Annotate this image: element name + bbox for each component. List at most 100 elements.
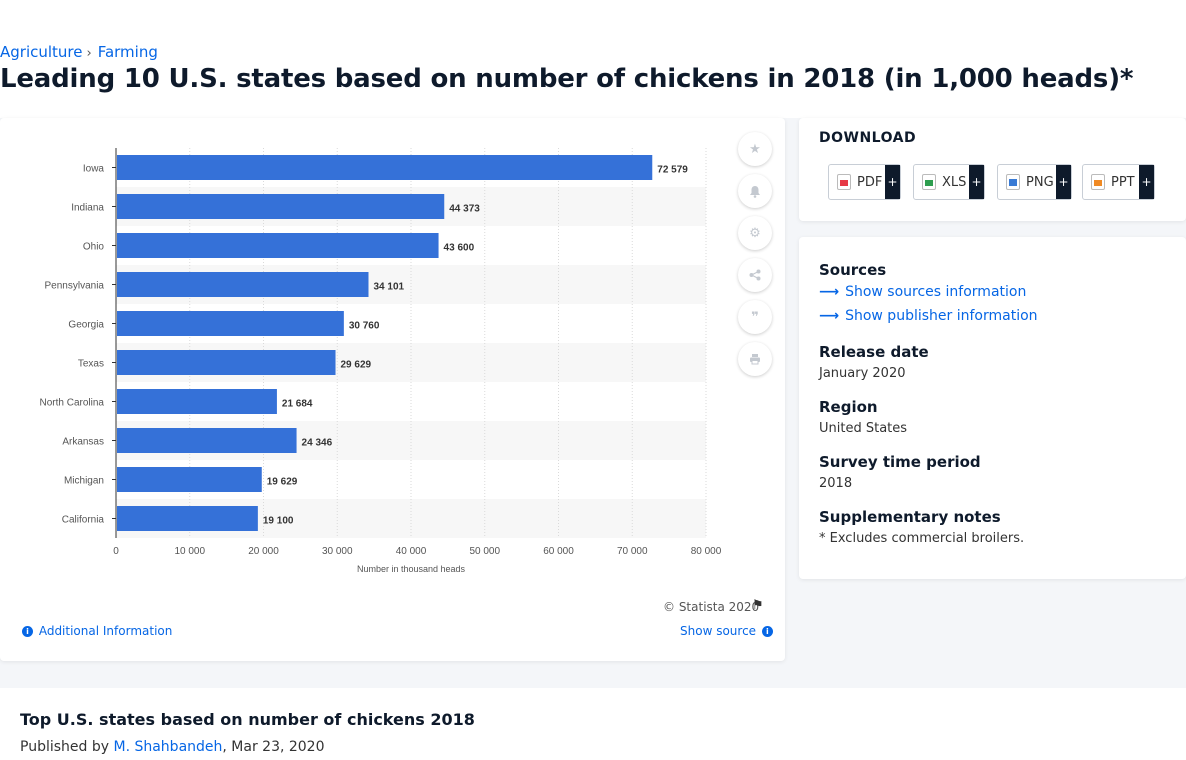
bar[interactable] — [117, 350, 336, 375]
x-tick-label: 60 000 — [543, 546, 574, 557]
region-heading: Region — [819, 398, 878, 416]
download-ppt-label: PPT — [1111, 174, 1135, 190]
x-tick-label: 80 000 — [691, 546, 722, 557]
category-label: Iowa — [83, 164, 105, 175]
download-xls-label: XLS — [942, 174, 967, 190]
info-icon: i — [22, 626, 33, 637]
bar[interactable] — [117, 311, 344, 336]
show-publisher-link[interactable]: ⟶ Show publisher information — [819, 308, 1038, 324]
bar[interactable] — [117, 272, 369, 297]
download-ppt-button[interactable]: PPT + — [1082, 164, 1155, 200]
show-source-link[interactable]: Show source i — [680, 624, 775, 638]
download-png-label: PNG — [1026, 174, 1054, 190]
download-pdf-label: PDF — [857, 174, 883, 190]
download-title: DOWNLOAD — [819, 130, 917, 146]
star-icon[interactable]: ★ — [738, 132, 772, 166]
data-label: 34 101 — [373, 282, 404, 293]
ppt-file-icon — [1091, 174, 1105, 190]
statistic-details: Sources ⟶ Show sources information ⟶ Show … — [799, 237, 1186, 579]
category-label: Indiana — [71, 203, 104, 214]
copyright: © Statista 2020 — [663, 600, 760, 614]
summary-title: Top U.S. states based on number of chick… — [20, 710, 475, 729]
category-label: Texas — [78, 359, 104, 370]
survey-period-value: 2018 — [819, 476, 853, 491]
sources-heading: Sources — [819, 261, 887, 279]
category-label: North Carolina — [40, 398, 105, 409]
pdf-plus-icon: + — [885, 165, 900, 199]
ppt-plus-icon: + — [1139, 165, 1154, 199]
author-link[interactable]: M. Shahbandeh — [113, 739, 223, 755]
download-panel: DOWNLOAD PDF + XLS + PNG + PPT + — [799, 118, 1186, 221]
additional-information-link[interactable]: i Additional Information — [20, 624, 172, 638]
survey-period-heading: Survey time period — [819, 453, 981, 471]
data-label: 19 629 — [267, 477, 298, 488]
statistic-summary: Top U.S. states based on number of chick… — [0, 688, 1186, 760]
page-title: Leading 10 U.S. states based on number o… — [0, 64, 1134, 94]
x-tick-label: 70 000 — [617, 546, 648, 557]
x-tick-label: 0 — [113, 546, 119, 557]
region-value: United States — [819, 421, 908, 436]
bar[interactable] — [117, 194, 445, 219]
bell-icon[interactable] — [738, 174, 772, 208]
bar[interactable] — [117, 155, 653, 180]
category-label: Michigan — [64, 476, 104, 487]
xls-plus-icon: + — [969, 165, 984, 199]
supplementary-notes-value: * Excludes commercial broilers. — [819, 531, 1025, 546]
category-label: Pennsylvania — [45, 281, 105, 292]
info-icon: i — [761, 626, 773, 637]
published-date: , Mar 23, 2020 — [222, 739, 325, 755]
data-label: 72 579 — [657, 165, 688, 176]
breadcrumb: Agriculture › Farming — [0, 43, 158, 61]
x-tick-label: 30 000 — [322, 546, 353, 557]
pdf-file-icon — [837, 174, 851, 190]
category-label: California — [62, 515, 105, 526]
png-plus-icon: + — [1056, 165, 1071, 199]
x-tick-label: 40 000 — [396, 546, 427, 557]
bar-chart: 0 10 000 20 000 30 000 40 000 50 000 60 000 70 … — [40, 148, 722, 574]
download-png-button[interactable]: PNG + — [997, 164, 1072, 200]
x-tick-label: 10 000 — [174, 546, 205, 557]
download-pdf-button[interactable]: PDF + — [828, 164, 901, 200]
published-by: Published by M. Shahbandeh, Mar 23, 2020 — [20, 739, 325, 755]
bar[interactable] — [117, 233, 439, 258]
breadcrumb-farming[interactable]: Farming — [97, 43, 158, 61]
published-prefix: Published by — [20, 739, 110, 755]
x-tick-label: 50 000 — [469, 546, 500, 557]
png-file-icon — [1006, 174, 1020, 190]
show-sources-link[interactable]: ⟶ Show sources information — [819, 284, 1026, 300]
gear-icon[interactable]: ⚙ — [738, 216, 772, 250]
data-label: 30 760 — [349, 321, 380, 332]
show-sources-label: Show sources information — [845, 284, 1027, 300]
share-icon[interactable] — [738, 258, 772, 292]
arrow-right-icon: ⟶ — [819, 284, 840, 300]
quote-icon[interactable]: ❞ — [738, 300, 772, 334]
bar[interactable] — [117, 467, 262, 492]
show-source-label: Show source — [680, 624, 757, 638]
download-xls-button[interactable]: XLS + — [913, 164, 985, 200]
release-date-heading: Release date — [819, 343, 929, 361]
flag-icon[interactable]: ⚑ — [752, 598, 764, 613]
bar[interactable] — [117, 428, 297, 453]
breadcrumb-agriculture[interactable]: Agriculture — [0, 43, 83, 61]
print-icon[interactable] — [738, 342, 772, 376]
data-label: 29 629 — [341, 360, 372, 371]
category-label: Ohio — [83, 242, 105, 253]
release-date-value: January 2020 — [819, 366, 906, 381]
supplementary-notes-heading: Supplementary notes — [819, 508, 1001, 526]
category-label: Georgia — [68, 320, 104, 331]
show-publisher-label: Show publisher information — [845, 308, 1038, 324]
bar[interactable] — [117, 389, 277, 414]
chart-card: 0 10 000 20 000 30 000 40 000 50 000 60 000 70 … — [0, 118, 785, 661]
breadcrumb-separator: › — [86, 46, 92, 61]
data-label: 43 600 — [444, 243, 475, 254]
x-tick-label: 20 000 — [248, 546, 279, 557]
chart-toolbar: ★ ⚙ ❞ — [738, 132, 772, 384]
data-label: 19 100 — [263, 516, 294, 527]
xls-file-icon — [922, 174, 936, 190]
additional-information-label: Additional Information — [38, 624, 173, 638]
category-label: Arkansas — [62, 437, 104, 448]
bar[interactable] — [117, 506, 258, 531]
data-label: 21 684 — [282, 399, 313, 410]
data-label: 24 346 — [302, 438, 333, 449]
